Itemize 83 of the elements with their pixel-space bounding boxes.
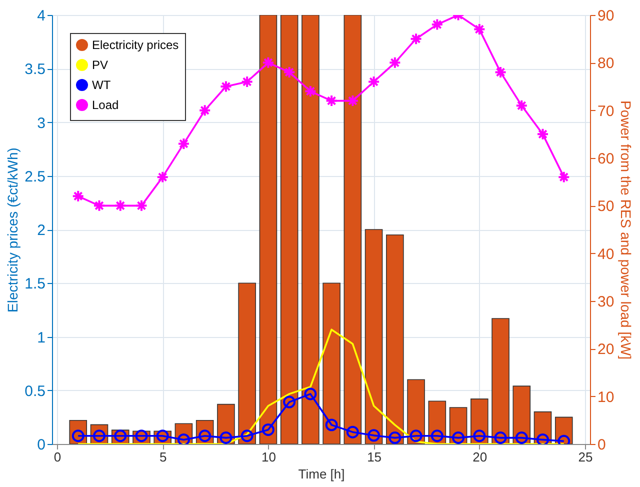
point [262, 56, 274, 69]
point [430, 430, 444, 442]
point [220, 80, 232, 93]
point [346, 426, 359, 438]
y-axis-title: Electricity prices (€ct/kWh) [4, 148, 21, 312]
point [410, 430, 422, 442]
point [240, 430, 254, 442]
point [388, 432, 402, 444]
x-tick-label: 10 [261, 450, 276, 464]
y-tick-label: 0 [37, 436, 46, 454]
legend-label: Load [92, 98, 119, 112]
point [72, 190, 84, 202]
point [304, 85, 317, 98]
point [177, 137, 190, 150]
bar [259, 15, 278, 444]
line-series [77, 328, 565, 444]
point [262, 423, 274, 436]
bar [322, 282, 340, 444]
bar [280, 15, 298, 444]
bar [364, 229, 383, 444]
point [368, 75, 380, 88]
y2-tick-label: 10 [598, 388, 614, 406]
bar [238, 282, 256, 444]
point [114, 199, 127, 212]
point [135, 430, 148, 442]
bar [302, 15, 320, 444]
point [388, 56, 402, 69]
y2-tick-label: 30 [598, 294, 614, 310]
point [283, 66, 296, 78]
y2-tick-label: 20 [598, 341, 614, 358]
y2-axis-title: Power from the RES and power load [kW] [618, 100, 634, 360]
bar [344, 15, 362, 444]
point [536, 433, 550, 444]
legend-label: PV [92, 58, 108, 72]
point [92, 199, 106, 212]
x-tick-label: 20 [472, 450, 488, 464]
point [430, 18, 444, 31]
point [156, 170, 169, 184]
point [515, 432, 528, 444]
point [304, 388, 317, 400]
point [494, 66, 507, 78]
point [198, 104, 212, 117]
y2-tick-label: 0 [598, 436, 606, 454]
y-tick-label: 0.5 [24, 382, 46, 400]
y-tick-label: 1 [37, 329, 46, 346]
x-tick-label: 5 [159, 450, 167, 464]
x-axis-title: Time [h] [298, 466, 345, 482]
point [410, 32, 422, 46]
bar [492, 318, 510, 444]
x-tick-label: 15 [367, 450, 382, 464]
point [536, 128, 550, 140]
y2-tick-label: 90 [598, 8, 614, 24]
y-tick-label: 4 [37, 8, 46, 24]
point [135, 199, 148, 212]
point [156, 430, 169, 442]
point [325, 94, 338, 108]
point [515, 99, 528, 112]
point [473, 430, 486, 442]
y2-tick-label: 70 [598, 102, 614, 120]
point [283, 396, 296, 408]
legend-label: WT [92, 78, 112, 92]
y-tick-label: 3.5 [24, 61, 46, 78]
x-tick-label: 25 [578, 450, 593, 464]
point [473, 23, 486, 36]
bar [386, 234, 404, 444]
point [368, 429, 380, 442]
point [494, 432, 507, 444]
point [220, 432, 232, 444]
y2-tick-label: 80 [598, 55, 614, 72]
y-tick-label: 2 [37, 222, 46, 239]
point [240, 75, 254, 88]
point [558, 170, 570, 184]
y-tick-label: 3 [37, 114, 46, 132]
y2-tick-label: 50 [598, 198, 614, 216]
point [346, 94, 359, 108]
x-tick-label: 0 [54, 450, 62, 464]
y2-tick-label: 40 [598, 246, 614, 263]
point [452, 432, 465, 444]
y2-tick-label: 60 [598, 150, 614, 168]
point [325, 418, 338, 432]
legend-label: Electricity prices [92, 38, 179, 52]
y-tick-label: 2.5 [24, 168, 46, 186]
y-tick-label: 1.5 [24, 276, 46, 293]
